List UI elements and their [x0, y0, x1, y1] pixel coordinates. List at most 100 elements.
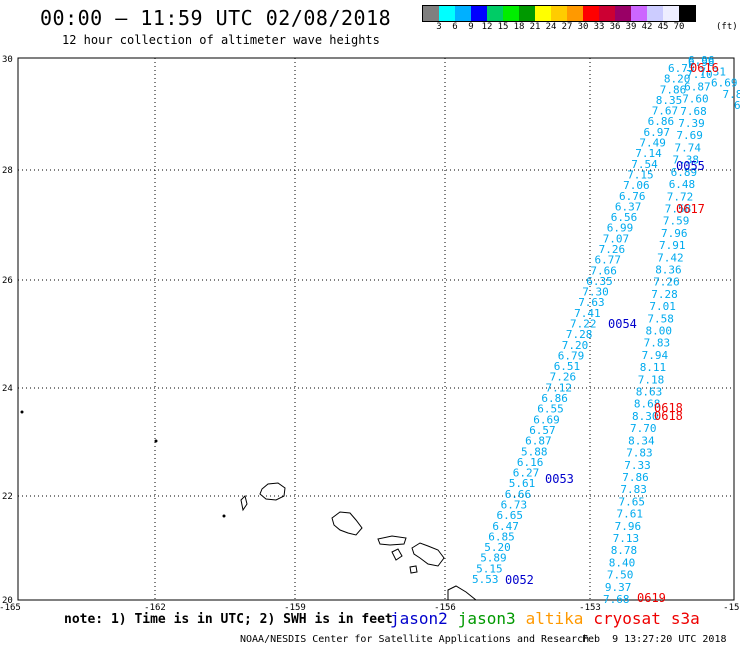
- wave-height-value: 7.14: [635, 147, 662, 160]
- island-maui: [411, 542, 445, 567]
- track-id-label: 0053: [545, 472, 574, 486]
- track-id-label: 0619: [637, 591, 666, 605]
- track-id-label: 0055: [676, 159, 705, 173]
- wave-height-value: 8.20: [664, 73, 691, 86]
- color-scale-label: 24: [545, 22, 557, 32]
- island-molokai: [377, 535, 407, 546]
- wave-height-value: 5.88: [521, 445, 548, 458]
- color-scale-label: 21: [529, 22, 541, 32]
- color-swatch-7: [535, 6, 551, 21]
- generated-timestamp: Feb 9 13:27:20 UTC 2018: [582, 634, 727, 645]
- wave-height-value: 7.66: [590, 264, 617, 277]
- wave-height-value: 7.54: [631, 158, 658, 171]
- lat-label: 26: [2, 276, 13, 286]
- color-swatch-16: [679, 6, 695, 21]
- wave-height-value: 7.8: [723, 88, 740, 101]
- color-swatch-5: [503, 6, 519, 21]
- wave-height-value: 7.65: [619, 495, 646, 508]
- color-scale-label: 6: [452, 22, 458, 32]
- wave-height-value: 7.63: [578, 296, 605, 309]
- map-grid: [18, 58, 734, 600]
- lon-label: -156: [434, 603, 456, 613]
- lon-label: -162: [144, 603, 166, 613]
- wave-height-value: 7.20: [562, 339, 589, 352]
- wave-height-value: 7.58: [665, 203, 692, 216]
- wave-height-value: 6.57: [529, 424, 556, 437]
- wave-height-value: 6.98: [688, 56, 715, 69]
- wave-height-value: 7.33: [624, 459, 651, 472]
- wave-height-value: 6.65: [497, 509, 524, 522]
- wave-height-value: 6: [734, 99, 740, 112]
- wave-height-value: 7.12: [546, 381, 573, 394]
- wave-height-value: 8.34: [628, 434, 655, 447]
- wave-height-value: 6.99: [607, 222, 634, 235]
- color-scale-label: 27: [561, 22, 573, 32]
- wave-height-value: 7.68: [680, 105, 707, 118]
- wave-height-value: 7.22: [570, 318, 597, 331]
- lat-label: 24: [2, 384, 13, 394]
- color-scale-label: 39: [625, 22, 637, 32]
- wave-height-value: 6.51: [554, 360, 581, 373]
- wave-height-value: 7.96: [615, 520, 642, 533]
- wave-height-value: 7.61: [617, 508, 644, 521]
- wave-height-value: 6.37: [615, 200, 642, 213]
- wave-height-value: 7.06: [623, 179, 650, 192]
- lon-label: -150: [723, 603, 740, 613]
- legend-cryosat: cryosat: [593, 609, 661, 628]
- color-scale-label: 15: [497, 22, 509, 32]
- wave-height-value: 8.40: [609, 556, 636, 569]
- wave-height-value: 7.74: [675, 141, 702, 154]
- wave-height-value: 6.87: [684, 80, 711, 93]
- wave-height-value: 7.31: [700, 65, 727, 78]
- wave-height-value: 7.94: [642, 349, 669, 362]
- wave-height-value: 8.11: [640, 361, 667, 374]
- color-swatch-4: [487, 6, 503, 21]
- wave-height-value: 7.28: [566, 328, 593, 341]
- color-scale-label: 30: [577, 22, 589, 32]
- wave-height-value: 7.91: [659, 239, 686, 252]
- color-swatch-8: [551, 6, 567, 21]
- lat-label: 22: [2, 492, 13, 502]
- wave-height-value: 7.58: [647, 312, 674, 325]
- track-id-label: 0052: [505, 573, 534, 587]
- legend-jason2: jason2: [390, 609, 448, 628]
- wave-height-value: 6.85: [488, 530, 515, 543]
- color-swatch-12: [615, 6, 631, 21]
- wave-height-value: 7.30: [582, 286, 609, 299]
- track-id-label: 0616: [690, 61, 719, 75]
- wave-height-value: 7.38: [673, 154, 700, 167]
- wave-height-value: 7.39: [678, 117, 705, 130]
- wave-height-value: 6.96: [688, 54, 715, 67]
- wave-height-value: 7.07: [603, 232, 630, 245]
- wave-height-value: 9.37: [605, 581, 632, 594]
- wave-height-value: 7.50: [607, 569, 634, 582]
- wave-height-value: 6.77: [595, 254, 622, 267]
- wave-height-value: 7.41: [574, 307, 601, 320]
- lat-label: 30: [2, 55, 13, 65]
- wave-height-value: 7.26: [599, 243, 626, 256]
- color-swatch-14: [647, 6, 663, 21]
- wave-height-value: 7.10: [686, 68, 713, 81]
- wave-height-value: 5.89: [480, 552, 507, 565]
- wave-height-value: 6.48: [669, 178, 696, 191]
- wave-height-value: 6.66: [505, 488, 532, 501]
- color-swatch-10: [583, 6, 599, 21]
- wave-height-value: 6.86: [541, 392, 568, 405]
- island-kauai: [259, 482, 286, 501]
- wave-height-value: 7.60: [682, 93, 709, 106]
- color-scale-label: 9: [468, 22, 474, 32]
- legend-jason3: jason3: [457, 609, 516, 628]
- wave-height-value: 7.26: [550, 371, 577, 384]
- wave-height-value: 7.86: [622, 471, 649, 484]
- wave-height-value: 7.15: [627, 169, 654, 182]
- color-scale-label: 3: [436, 22, 442, 32]
- track-id-label: 0054: [608, 317, 637, 331]
- wave-height-value: 8.36: [655, 264, 682, 277]
- color-swatch-11: [599, 6, 615, 21]
- island-kahoolawe: [409, 565, 418, 574]
- color-swatch-3: [471, 6, 487, 21]
- color-scale-label: 70: [673, 22, 685, 32]
- color-swatch-6: [519, 6, 535, 21]
- wave-height-value: 6.86: [648, 115, 675, 128]
- wave-height-value: 6.97: [644, 126, 671, 139]
